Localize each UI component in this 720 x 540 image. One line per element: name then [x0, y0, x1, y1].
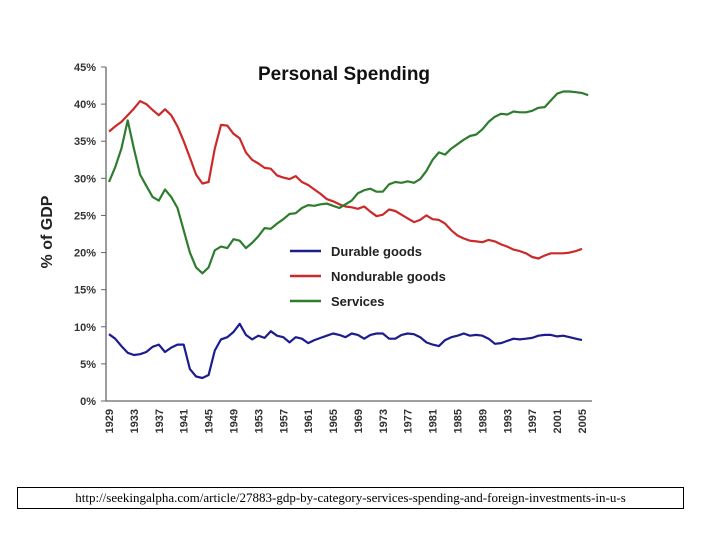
y-tick-label: 30% — [74, 173, 96, 185]
y-axis-ticks: 0% 5% 10% 15% 20% 25% 30% 35% 40% 45% — [74, 62, 106, 408]
x-tick-label: 1973 — [378, 409, 390, 433]
legend-label-durable-goods: Durable goods — [331, 244, 422, 259]
x-tick-label: 1945 — [204, 409, 216, 433]
x-tick-label: 1933 — [129, 409, 141, 433]
y-tick-label: 45% — [74, 62, 96, 74]
source-url-text: http://seekingalpha.com/article/27883-gd… — [75, 490, 626, 505]
y-axis-label: % of GDP — [39, 195, 56, 268]
x-tick-label: 1957 — [278, 409, 290, 433]
x-tick-label: 1961 — [303, 409, 315, 433]
x-tick-label: 1989 — [477, 409, 489, 433]
legend-label-services: Services — [331, 294, 385, 309]
x-tick-label: 1941 — [179, 409, 191, 433]
x-tick-label: 2005 — [577, 409, 589, 433]
y-tick-label: 0% — [80, 396, 96, 408]
y-tick-label: 35% — [74, 136, 96, 148]
series-line-services — [107, 90, 589, 275]
chart-title: Personal Spending — [258, 64, 430, 85]
x-tick-label: 1977 — [403, 409, 415, 433]
x-tick-label: 1937 — [154, 409, 166, 433]
x-tick-label: 1969 — [353, 409, 365, 433]
y-tick-label: 25% — [74, 210, 96, 222]
x-tick-label: 1981 — [428, 409, 440, 433]
x-tick-label: 1985 — [453, 409, 465, 433]
x-tick-label: 1997 — [527, 409, 539, 433]
x-tick-label: 2001 — [552, 409, 564, 433]
series-line-nondurable-goods — [108, 99, 583, 260]
x-axis-ticks: 1929 1933 1937 1941 1945 1949 1953 1957 1961 1965… — [104, 409, 589, 433]
y-tick-label: 20% — [74, 248, 96, 260]
legend-label-nondurable-goods: Nondurable goods — [331, 269, 446, 284]
x-tick-label: 1949 — [228, 409, 240, 433]
x-tick-label: 1929 — [104, 409, 116, 433]
series-line-durable-goods — [108, 322, 583, 380]
legend: Durable goods Nondurable goods Services — [290, 244, 446, 309]
series-lines — [107, 90, 589, 380]
y-tick-label: 15% — [74, 285, 96, 297]
y-tick-label: 5% — [80, 359, 96, 371]
y-tick-label: 10% — [74, 322, 96, 334]
x-tick-label: 1965 — [328, 409, 340, 433]
x-tick-label: 1953 — [253, 409, 265, 433]
y-tick-label: 40% — [74, 99, 96, 111]
source-url-caption: http://seekingalpha.com/article/27883-gd… — [17, 487, 684, 509]
x-tick-label: 1993 — [502, 409, 514, 433]
